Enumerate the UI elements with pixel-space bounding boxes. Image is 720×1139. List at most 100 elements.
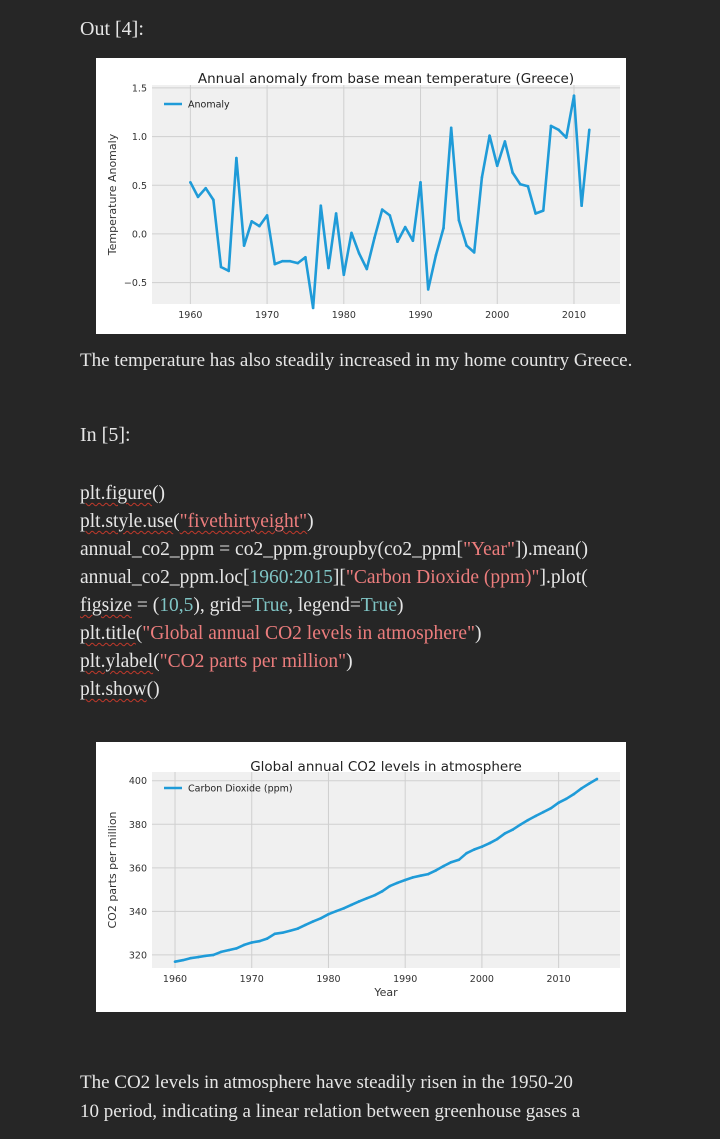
data-point [419, 181, 422, 184]
y-tick-label: 320 [129, 950, 147, 961]
data-point [541, 810, 545, 814]
data-point [242, 943, 246, 947]
x-tick-label: 1980 [316, 974, 340, 985]
data-point [449, 126, 453, 130]
in-prompt-label: In [5]: [80, 424, 131, 446]
x-tick-label: 2010 [562, 310, 586, 321]
data-point [212, 198, 215, 202]
data-point [342, 273, 346, 277]
data-point [549, 124, 553, 128]
plot-area [152, 85, 620, 304]
data-point [465, 244, 468, 247]
code-token: ]).mean() [514, 539, 588, 560]
code-token: plt.figure [80, 483, 153, 504]
data-point [396, 240, 399, 244]
x-tick-label: 2010 [547, 974, 571, 985]
data-point [273, 262, 277, 266]
data-point [350, 903, 353, 907]
data-point [288, 929, 292, 933]
data-point [296, 927, 300, 930]
data-point [472, 848, 476, 851]
data-point [434, 869, 438, 872]
code-cell[interactable]: plt.figure () plt.style.use("fivethirtyei… [80, 480, 680, 704]
data-point [334, 212, 338, 215]
y-tick-label: 1.5 [132, 83, 147, 94]
y-axis-label: Temperature Anomaly [106, 133, 119, 256]
y-tick-label: 0.0 [132, 229, 147, 240]
code-token: , legend= [288, 595, 361, 616]
code-token: ) [475, 623, 482, 644]
data-point [403, 225, 407, 229]
data-point [403, 878, 407, 882]
data-point [503, 140, 507, 143]
code-token: ( [153, 651, 160, 672]
y-axis-label: CO2 parts per million [106, 811, 119, 928]
data-point [511, 828, 514, 832]
data-point [227, 269, 231, 273]
data-point [273, 932, 277, 936]
data-point [588, 782, 591, 785]
code-string: "Year" [463, 539, 515, 560]
code-line-5: figsize = (10,5), grid=True, legend=True… [80, 592, 680, 620]
data-point [373, 236, 376, 240]
code-line-2: plt.style.use("fivethirtyeight") [80, 508, 680, 536]
plot-area [152, 772, 620, 968]
data-point [235, 156, 238, 160]
code-line-4: annual_co2_ppm.loc[1960:2015]["Carbon Di… [80, 564, 680, 592]
data-point [557, 128, 560, 132]
data-point [580, 787, 583, 790]
y-tick-label: 380 [129, 820, 147, 831]
data-point [411, 876, 415, 879]
data-point [365, 897, 369, 900]
code-string: "Carbon Dioxide (ppm)" [345, 567, 540, 588]
data-point [219, 265, 223, 269]
co2-levels-chart: 1960 1970 1980 1990 2000 2010 320 340 360 380 400 G… [106, 759, 620, 999]
data-point [327, 912, 330, 916]
data-point [557, 801, 560, 805]
data-point [365, 267, 369, 271]
code-keyword: True [360, 595, 397, 616]
data-point [319, 917, 323, 920]
data-point [396, 881, 399, 885]
data-point [380, 208, 384, 211]
data-point [265, 937, 269, 940]
code-token: ( [173, 511, 180, 532]
x-tick-label: 1960 [163, 974, 187, 985]
paragraph-co2-line-2: 10 period, indicating a linear relation … [80, 1101, 581, 1122]
data-point [564, 797, 568, 801]
data-point [281, 931, 284, 935]
data-point [350, 231, 353, 235]
code-token: ) [397, 595, 404, 616]
data-point [181, 958, 184, 962]
code-number: 10,5 [159, 595, 194, 616]
data-point [434, 254, 438, 257]
code-token: figsize [80, 595, 132, 616]
data-point [327, 266, 330, 270]
x-tick-label: 1970 [240, 974, 264, 985]
legend-label: Anomaly [188, 100, 230, 111]
code-line-7: plt.ylabel("CO2 parts per million") [80, 648, 680, 676]
data-point [588, 128, 591, 132]
code-token: plt.show [80, 679, 147, 700]
code-token: ].plot( [539, 567, 588, 588]
x-tick-label: 2000 [470, 974, 494, 985]
data-point [442, 226, 445, 230]
data-point [304, 255, 307, 259]
data-point [465, 851, 468, 855]
data-point [311, 920, 315, 923]
code-keyword: True [252, 595, 289, 616]
code-token: = ( [131, 595, 160, 616]
data-point [534, 212, 537, 215]
data-point [334, 909, 338, 913]
data-point [227, 948, 231, 952]
code-token: ) [307, 511, 314, 532]
data-point [388, 214, 392, 217]
x-tick-label: 1970 [255, 310, 279, 321]
data-point [518, 823, 522, 827]
code-line-3: annual_co2_ppm = co2_ppm.groupby(co2_ppm… [80, 536, 680, 564]
code-token: ) [346, 651, 353, 672]
data-point [296, 261, 300, 265]
code-line-8: plt.show() [80, 676, 680, 704]
data-point [258, 939, 261, 943]
chart-title: Global annual CO2 levels in atmosphere [250, 759, 522, 775]
